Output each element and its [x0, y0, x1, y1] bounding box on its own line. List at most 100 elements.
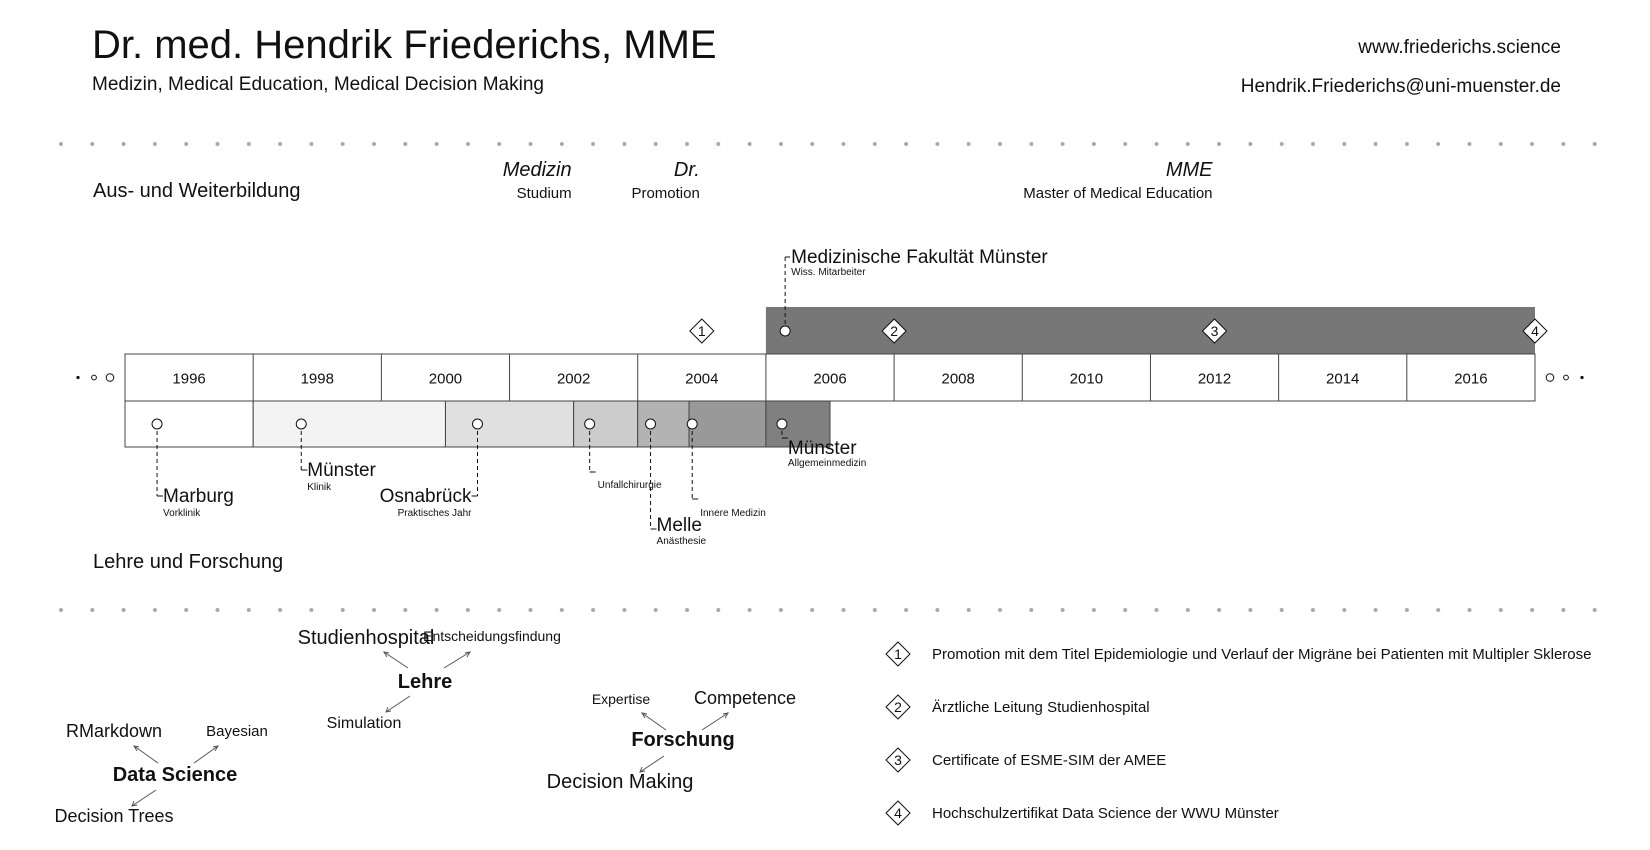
separator-dot — [90, 608, 95, 612]
axis-end-dot — [1580, 375, 1584, 380]
lehre-center: Lehre — [398, 671, 452, 693]
forschung-item-expertise: Expertise — [592, 691, 651, 707]
station-role: Innere Medizin — [700, 508, 766, 519]
legend-diamond — [885, 641, 911, 667]
separator-dot — [372, 608, 376, 612]
station-role: Praktisches Jahr — [398, 508, 473, 519]
separator-dot — [1091, 142, 1096, 146]
lower-segment-6 — [688, 400, 767, 448]
separator-dot — [184, 142, 189, 146]
separator-dot — [1530, 142, 1535, 146]
separator-dot — [184, 608, 189, 612]
degree-subtitle: Studium — [517, 185, 572, 202]
separator-dot — [1561, 608, 1566, 612]
separator-dot — [653, 142, 658, 146]
station-place: Osnabrück — [380, 486, 472, 507]
upper-track-place: Medizinische Fakultät Münster — [791, 247, 1048, 268]
year-axis: 1996 1998 2000 2002 2004 2006 2008 2010 2012 2014… — [76, 353, 1584, 402]
separator-dot — [1342, 142, 1347, 146]
separator-dot — [152, 142, 157, 146]
separator-dot — [90, 142, 95, 146]
station-marker — [295, 418, 307, 430]
milestone-diamond — [881, 318, 907, 344]
milestone-number: 3 — [1211, 323, 1219, 339]
separator-dot — [810, 142, 815, 146]
separator-dot — [559, 142, 564, 146]
separator-dot — [246, 608, 251, 612]
legend-number: 3 — [894, 752, 902, 768]
station-marker — [686, 418, 698, 430]
separator-dot — [121, 142, 126, 146]
separator-dot — [778, 608, 783, 612]
station-place: Münster — [788, 438, 857, 459]
separator-dot — [1373, 608, 1378, 612]
year-label: 1996 — [172, 371, 205, 388]
separator-dot — [1498, 142, 1503, 146]
separator-dot — [747, 142, 752, 146]
upper-track-role: Wiss. Mitarbeiter — [791, 267, 866, 278]
separator-dot — [215, 142, 220, 146]
separator-dot — [810, 608, 815, 612]
separator-dot — [1217, 608, 1222, 612]
separator-dot — [622, 142, 627, 146]
lehre-item-simulation: Simulation — [327, 715, 402, 732]
station-role: Klinik — [307, 482, 332, 493]
separator-dot — [904, 608, 909, 612]
station-role: Unfallchirurgie — [598, 480, 662, 491]
year-label: 2004 — [685, 371, 718, 388]
separator-dot — [966, 142, 971, 146]
separator-dot — [1436, 142, 1441, 146]
separator-dot — [685, 608, 689, 612]
separator-dot — [497, 608, 502, 612]
lower-track — [124, 400, 831, 448]
cluster-forschung: Expertise Competence Forschung Decision … — [547, 688, 796, 793]
year-label: 2012 — [1198, 371, 1231, 388]
station-place: Melle — [657, 515, 702, 536]
station-marker — [645, 418, 657, 430]
separator-dot — [434, 142, 439, 146]
separator-dot — [966, 608, 971, 612]
separator-dot — [497, 142, 502, 146]
separator-dot — [152, 608, 157, 612]
separator-dot — [778, 142, 783, 146]
axis-end-dot — [91, 374, 97, 381]
separator-dots-top — [59, 142, 1597, 146]
forschung-item-competence: Competence — [694, 688, 796, 708]
header-email[interactable]: Hendrik.Friederichs@uni-muenster.de — [1241, 76, 1561, 97]
separator-dot — [1123, 142, 1128, 146]
milestone-number: 2 — [890, 323, 898, 339]
cluster-lehre: Studienhospital Entscheidungsfindung Leh… — [298, 627, 561, 732]
separator-dot — [1279, 142, 1284, 146]
separator-dot — [998, 142, 1002, 146]
station-role: Vorklinik — [163, 508, 201, 519]
separator-dot — [1311, 608, 1315, 612]
legend-diamond — [885, 800, 911, 826]
year-label: 2008 — [941, 371, 974, 388]
header-website[interactable]: www.friederichs.science — [1357, 37, 1561, 58]
separator-dot — [716, 142, 721, 146]
separator-dot — [1467, 142, 1472, 146]
separator-dot — [1217, 142, 1222, 146]
lower-segment-2 — [252, 400, 446, 448]
separator-dot — [372, 142, 376, 146]
year-label: 2002 — [557, 371, 590, 388]
data-science-item-decision-trees: Decision Trees — [54, 806, 173, 826]
separator-dot — [591, 608, 596, 612]
degree-title: Dr. — [674, 159, 700, 181]
separator-dot — [1467, 608, 1472, 612]
separator-dot — [528, 142, 533, 146]
separator-dot — [1123, 608, 1128, 612]
separator-dot — [1592, 142, 1597, 146]
lower-segment-1 — [124, 400, 254, 448]
upper-track-marker — [779, 325, 791, 337]
header-name: Dr. med. Hendrik Friederichs, MME — [92, 23, 717, 67]
separator-dot — [1592, 608, 1597, 612]
station-role: Anästhesie — [657, 536, 707, 547]
year-label: 2010 — [1070, 371, 1103, 388]
separator-dot — [1311, 142, 1315, 146]
separator-dot — [1060, 142, 1065, 146]
separator-dot — [1248, 608, 1253, 612]
separator-dot — [904, 142, 909, 146]
